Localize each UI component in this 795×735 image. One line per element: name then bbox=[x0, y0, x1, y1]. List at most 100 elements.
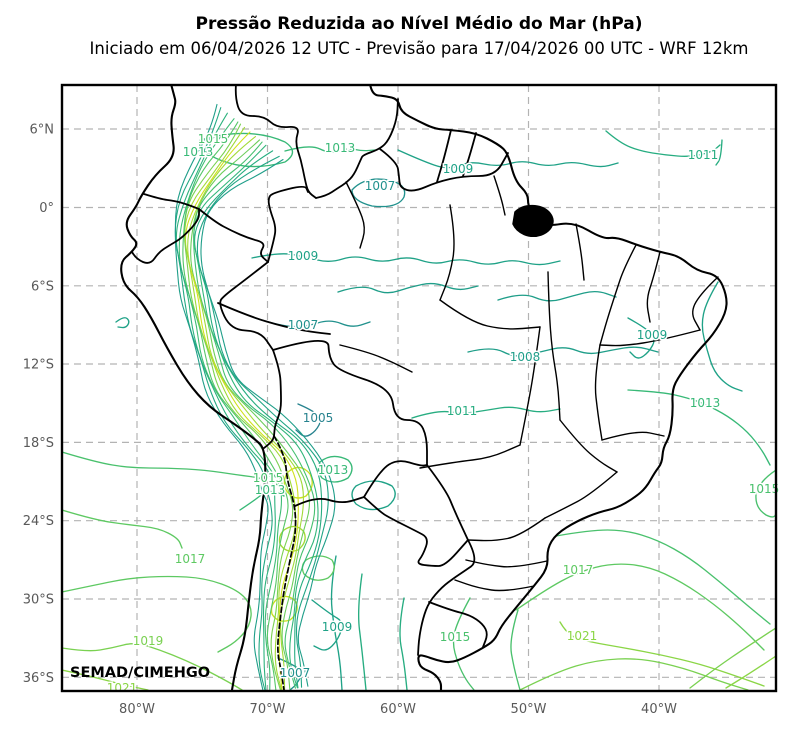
contour-line bbox=[701, 281, 743, 392]
marajo-island bbox=[512, 204, 554, 237]
country-border bbox=[272, 339, 428, 466]
contour-label: 1013 bbox=[318, 463, 349, 477]
state-border bbox=[345, 181, 365, 249]
y-tick-label: 36°S bbox=[23, 671, 54, 686]
state-border bbox=[599, 329, 701, 347]
contour-line bbox=[62, 669, 149, 691]
state-border bbox=[692, 276, 719, 331]
country-border bbox=[315, 98, 399, 199]
andes-contour-strand bbox=[190, 139, 310, 690]
state-border bbox=[467, 517, 546, 542]
contour-line bbox=[115, 317, 130, 329]
geo-borders bbox=[120, 85, 728, 691]
country-border bbox=[217, 302, 331, 335]
contour-line bbox=[295, 403, 321, 437]
contour-line bbox=[689, 627, 776, 689]
contour-label: 1007 bbox=[280, 666, 311, 680]
state-border bbox=[439, 204, 455, 301]
x-tick-label: 70°W bbox=[250, 702, 286, 717]
andes-contour-strand bbox=[182, 121, 289, 691]
contour-label: 1019 bbox=[133, 634, 164, 648]
state-border bbox=[493, 175, 506, 216]
state-border bbox=[646, 251, 661, 323]
contour-line bbox=[337, 282, 479, 294]
country-border bbox=[263, 435, 275, 449]
state-border bbox=[544, 471, 618, 519]
contour-line bbox=[605, 130, 721, 157]
y-tick-label: 18°S bbox=[23, 436, 54, 451]
contour-label: 1005 bbox=[303, 411, 334, 425]
country-border bbox=[219, 261, 274, 351]
contour-label: 1015 bbox=[198, 132, 229, 146]
andes-border bbox=[273, 435, 297, 691]
contour-label: 1009 bbox=[443, 162, 474, 176]
state-border bbox=[559, 419, 618, 473]
andes-contour-strand bbox=[184, 131, 299, 691]
contour-line bbox=[519, 658, 749, 691]
country-border bbox=[272, 349, 282, 437]
contour-label: 1013 bbox=[255, 483, 286, 497]
contour-line bbox=[627, 317, 655, 359]
contour-line bbox=[510, 609, 521, 691]
y-tick-label: 0° bbox=[39, 201, 54, 216]
contour-label: 1017 bbox=[563, 563, 594, 577]
contour-line bbox=[725, 655, 776, 689]
contour-line bbox=[358, 573, 367, 691]
andes-contour-strand bbox=[194, 150, 323, 689]
contour-line bbox=[311, 599, 343, 651]
country-border bbox=[234, 85, 317, 199]
country-border bbox=[294, 496, 365, 507]
contour-label: 1011 bbox=[447, 404, 478, 418]
contour-label: 1015 bbox=[440, 630, 471, 644]
contour-label: 1008 bbox=[510, 350, 541, 364]
state-border bbox=[419, 444, 521, 469]
chart-subtitle: Iniciado em 06/04/2026 12 UTC - Previsão… bbox=[90, 39, 749, 58]
x-tick-label: 40°W bbox=[641, 702, 677, 717]
contour-line bbox=[559, 621, 765, 687]
coastline bbox=[120, 85, 267, 691]
country-border bbox=[462, 132, 477, 177]
state-border bbox=[454, 579, 535, 592]
contour-label: 1017 bbox=[175, 552, 206, 566]
map-frame bbox=[60, 83, 778, 693]
contour-label: 1009 bbox=[637, 328, 668, 342]
contour-line bbox=[251, 253, 561, 266]
contour-line bbox=[330, 555, 343, 691]
state-border bbox=[547, 271, 561, 421]
state-border bbox=[439, 299, 541, 330]
contour-label: 1021 bbox=[107, 681, 138, 695]
y-tick-label: 12°S bbox=[23, 358, 54, 373]
contour-label: 1009 bbox=[322, 620, 353, 634]
andes-contour-strand bbox=[184, 123, 294, 691]
x-tick-label: 50°W bbox=[511, 702, 547, 717]
x-tick-label: 80°W bbox=[119, 702, 155, 717]
contour-label: 1007 bbox=[365, 179, 396, 193]
andes-contour-strand bbox=[196, 155, 329, 688]
contour-line bbox=[555, 529, 771, 625]
country-border bbox=[379, 148, 509, 192]
contour-line bbox=[317, 455, 353, 483]
andes-contour-strand bbox=[178, 118, 283, 691]
y-tick-label: 6°N bbox=[30, 123, 55, 138]
contour-lines bbox=[62, 103, 776, 691]
contour-line bbox=[452, 597, 475, 691]
contour-label: 1021 bbox=[567, 629, 598, 643]
contour-label: 1007 bbox=[288, 318, 319, 332]
andes-contour-strand bbox=[174, 103, 269, 691]
andes-contour-strand bbox=[193, 141, 316, 689]
contour-line bbox=[62, 451, 279, 486]
contour-line bbox=[62, 509, 183, 549]
country-border bbox=[428, 601, 488, 648]
andes-contour-strand bbox=[175, 112, 276, 691]
y-tick-label: 6°S bbox=[31, 279, 54, 294]
state-border bbox=[465, 559, 548, 568]
country-border bbox=[363, 460, 428, 498]
country-border bbox=[436, 129, 452, 183]
country-border bbox=[363, 496, 469, 567]
contour-line bbox=[283, 466, 313, 499]
coastline bbox=[369, 85, 728, 691]
contour-label: 1015 bbox=[253, 471, 284, 485]
contour-label: 1013 bbox=[690, 396, 721, 410]
